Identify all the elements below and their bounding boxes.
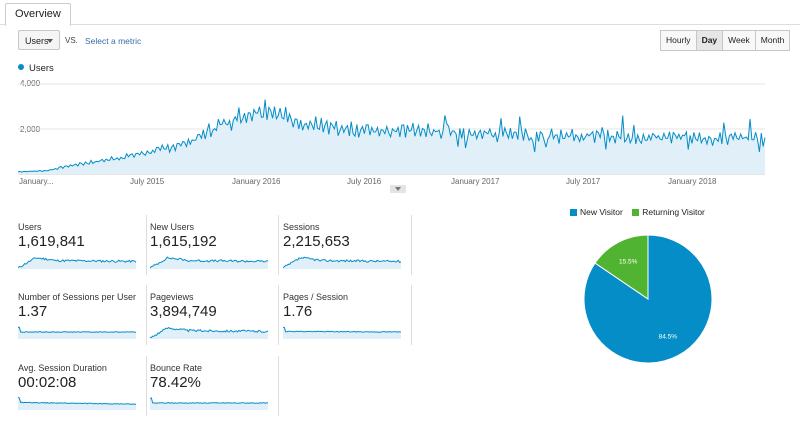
metric-card-pageviews[interactable]: Pageviews 3,894,749	[150, 285, 279, 345]
metric-card-sessions-per-user[interactable]: Number of Sessions per User 1.37	[18, 285, 147, 345]
x-tick-label: July 2015	[130, 177, 165, 186]
metric-label: Users	[18, 222, 42, 232]
chevron-down-icon	[47, 39, 53, 43]
sparkline-line	[283, 326, 401, 333]
x-tick-label: January 2016	[232, 177, 281, 186]
metric-label: Bounce Rate	[150, 363, 203, 373]
x-tick-label: January 2018	[668, 177, 717, 186]
sparkline	[150, 256, 268, 269]
sparkline	[18, 257, 136, 269]
hourly-button[interactable]: Hourly	[660, 30, 697, 51]
sparkline-line	[150, 397, 268, 404]
users-line-chart	[17, 83, 766, 175]
sparkline-line	[18, 396, 136, 405]
metric-value: 1.76	[283, 303, 313, 320]
metric-label: Pages / Session	[283, 292, 349, 302]
sparkline-line	[283, 256, 401, 269]
metric-dropdown[interactable]: Users	[18, 30, 60, 50]
pie-slice-returning-visitor	[594, 234, 649, 300]
metric-value: 78.42%	[150, 374, 201, 391]
metric-value: 1,619,841	[18, 233, 85, 250]
metric-card-avg-session-duration[interactable]: Avg. Session Duration 00:02:08	[18, 356, 147, 416]
visitor-pie-chart: 84.5% 15.5%	[583, 234, 713, 364]
x-tick-label: July 2017	[566, 177, 601, 186]
metric-card-pages-per-session[interactable]: Pages / Session 1.76	[283, 285, 412, 345]
sparkline-area	[283, 257, 401, 269]
legend-users: Users	[29, 63, 54, 74]
sparkline	[150, 326, 268, 339]
metric-card-bounce-rate[interactable]: Bounce Rate 78.42%	[150, 356, 279, 416]
metric-card-sessions[interactable]: Sessions 2,215,653	[283, 215, 412, 275]
sparkline-area	[150, 397, 268, 410]
metric-value: 3,894,749	[150, 303, 217, 320]
metric-label: New Users	[150, 222, 195, 232]
pie-label-new-visitor: 84.5%	[659, 333, 678, 340]
users-series-line	[17, 99, 766, 173]
metric-label: Sessions	[283, 222, 320, 232]
series-dot-icon	[18, 64, 24, 70]
x-tick-label: January 2017	[451, 177, 500, 186]
metric-value: 00:02:08	[18, 374, 77, 391]
sparkline-line	[150, 256, 268, 269]
vs-label: VS.	[65, 36, 78, 45]
new-visitor-swatch	[570, 209, 577, 216]
legend-returning-visitor: Returning Visitor	[642, 207, 705, 217]
sparkline-area	[150, 257, 268, 269]
metric-card-new-users[interactable]: New Users 1,615,192	[150, 215, 279, 275]
period-selector: Hourly Day Week Month	[660, 30, 791, 51]
sparkline-area	[18, 327, 136, 339]
metric-label: Number of Sessions per User	[18, 292, 137, 302]
legend-new-visitor: New Visitor	[580, 207, 623, 217]
sparkline	[18, 396, 136, 410]
sparkline-line	[18, 257, 136, 269]
pie-label-returning-visitor: 15.5%	[619, 259, 638, 266]
users-area	[18, 99, 765, 174]
metric-dropdown-value: Users	[25, 36, 49, 46]
chart-resize-handle[interactable]	[390, 185, 406, 193]
sparkline	[283, 256, 401, 269]
sparkline-area	[150, 327, 268, 339]
sparkline	[18, 326, 136, 339]
select-metric-link[interactable]: Select a metric	[85, 36, 142, 46]
returning-visitor-swatch	[632, 209, 640, 216]
sparkline	[283, 326, 401, 339]
metric-value: 1,615,192	[150, 233, 217, 250]
metric-card-users[interactable]: Users 1,619,841	[18, 215, 147, 275]
x-tick-label: July 2016	[347, 177, 382, 186]
sparkline	[150, 397, 268, 410]
sparkline-line	[150, 326, 268, 338]
metric-label: Avg. Session Duration	[18, 363, 107, 373]
metric-label: Pageviews	[150, 292, 194, 302]
month-button[interactable]: Month	[754, 30, 791, 51]
metric-value: 2,215,653	[283, 233, 350, 250]
sparkline-area	[283, 327, 401, 339]
sparkline-line	[18, 326, 136, 333]
chart-legend: Users	[18, 63, 54, 74]
tab-overview[interactable]: Overview	[5, 3, 71, 26]
sparkline-area	[18, 257, 136, 269]
metric-value: 1.37	[18, 303, 48, 320]
pie-legend: New Visitor Returning Visitor	[570, 207, 705, 217]
x-tick-label: January...	[19, 177, 54, 186]
report-tab-bar: Overview	[0, 0, 800, 26]
